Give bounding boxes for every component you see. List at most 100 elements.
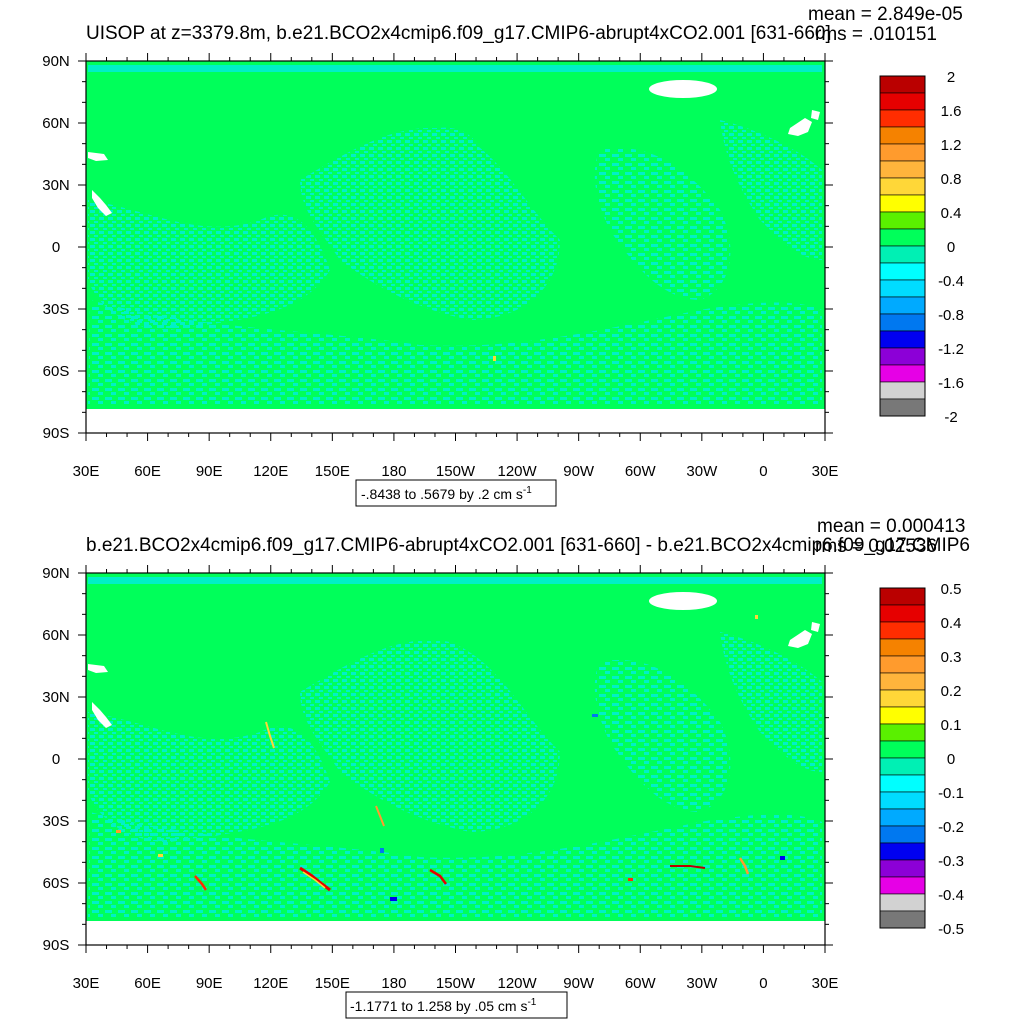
colorbar-label: -0.4: [938, 273, 964, 290]
x-tick-label: 90W: [563, 975, 595, 992]
x-tick-label: 30E: [812, 975, 839, 992]
y-tick-label: 60N: [42, 115, 70, 132]
colorbar-swatch: [879, 109, 926, 128]
colorbar-swatch: [879, 245, 926, 264]
x-tick-label: 90E: [196, 463, 223, 480]
panel-1-map: [86, 61, 825, 433]
panel-2-frame: 30E 60E 90E 120E 150E 180 150W 120W 90W 60W 30W 0 30…: [42, 565, 838, 992]
x-tick-label: 150W: [436, 975, 476, 992]
x-tick-label: 120E: [253, 463, 288, 480]
panel-2-mean: mean = 0.000413: [817, 516, 965, 537]
x-tick-label: 30E: [73, 463, 100, 480]
colorbar-swatch: [879, 723, 926, 742]
x-tick-label: 150E: [315, 975, 350, 992]
y-tick-label: 30S: [43, 301, 70, 318]
colorbar-swatch: [879, 757, 926, 776]
colorbar-label: 0: [947, 751, 955, 768]
y-tick-label: 90N: [42, 53, 70, 70]
colorbar-swatch: [879, 194, 926, 213]
y-tick-label: 90S: [43, 937, 70, 954]
x-tick-label: 150E: [315, 463, 350, 480]
panel-2-antarctic-mask: [86, 921, 825, 945]
x-tick-label: 0: [759, 463, 767, 480]
colorbar-swatch: [879, 604, 926, 623]
panel-1: UISOP at z=3379.8m, b.e21.BCO2x4cmip6.f0…: [42, 4, 964, 507]
x-tick-label: 60W: [625, 463, 657, 480]
panel-2-redsea-mask: [92, 702, 112, 728]
colorbar-label: 1.6: [941, 103, 962, 120]
panel-1-range-label: -.8438 to .5679 by .2 cm s-1: [361, 485, 532, 502]
panel-1-range-box: -.8438 to .5679 by .2 cm s-1: [355, 479, 557, 507]
y-tick-label: 30N: [42, 177, 70, 194]
panel-2-ocean-anomaly: [88, 577, 822, 917]
panel-2-caspian-mask: [649, 592, 717, 610]
colorbar-label: 0.3: [941, 649, 962, 666]
colorbar-border: [879, 587, 926, 929]
panel-2-hudson-mask-1: [788, 630, 812, 648]
colorbar-swatch: [879, 689, 926, 708]
colorbar-swatch: [879, 398, 926, 417]
colorbar-swatch: [879, 638, 926, 657]
panel-1-range-box-border: [355, 479, 557, 507]
colorbar-swatch: [879, 262, 926, 281]
colorbar-swatch: [879, 313, 926, 332]
colorbar-label: -0.5: [938, 921, 964, 938]
x-tick-label: 90W: [563, 463, 595, 480]
colorbar-swatch: [879, 808, 926, 827]
y-tick-label: 0: [52, 751, 60, 768]
colorbar-label: -1.6: [938, 375, 964, 392]
y-tick-label: 30S: [43, 813, 70, 830]
x-tick-label: 180: [381, 463, 406, 480]
colorbar-swatch: [879, 177, 926, 196]
panel-1-hudson-mask-2: [811, 110, 820, 120]
colorbar-swatch: [879, 296, 926, 315]
x-tick-label: 30E: [812, 463, 839, 480]
panel-2-range-box-border: [345, 991, 568, 1019]
panel-2-x-ticks: 30E 60E 90E 120E 150E 180 150W 120W 90W 60W 30W 0 30…: [73, 565, 839, 992]
panel-2-range-box: -1.1771 to 1.258 by .05 cm s-1: [345, 991, 568, 1019]
colorbar-swatch: [879, 910, 926, 929]
y-tick-label: 60S: [43, 363, 70, 380]
colorbar-swatch: [879, 655, 926, 674]
colorbar-label: 0.5: [941, 581, 962, 598]
panel-1-y-ticks: 90N 60N 30N 0 30S 60S 90S: [42, 53, 833, 442]
panel-2-map: [86, 573, 825, 945]
panel-1-range-text: -.8438 to .5679 by .2 cm s: [361, 486, 523, 502]
panel-1-x-ticks: 30E 60E 90E 120E 150E 180 150W 120W 90W 60W 30W 0 30…: [73, 53, 839, 480]
x-tick-label: 150W: [436, 463, 476, 480]
colorbar-swatch: [879, 279, 926, 298]
colorbar-swatch: [879, 876, 926, 895]
x-tick-label: 90E: [196, 975, 223, 992]
x-tick-label: 60W: [625, 975, 657, 992]
colorbar-label: -0.1: [938, 785, 964, 802]
colorbar-swatch: [879, 791, 926, 810]
colorbar-label: -2: [944, 409, 957, 426]
colorbar-swatch: [879, 774, 926, 793]
x-tick-label: 120W: [497, 975, 537, 992]
x-tick-label: 30E: [73, 975, 100, 992]
colorbar-label: -0.8: [938, 307, 964, 324]
colorbar-swatch: [879, 211, 926, 230]
colorbar-swatch: [879, 143, 926, 162]
colorbar-swatch: [879, 381, 926, 400]
colorbar-swatch: [879, 160, 926, 179]
colorbar-label: 0: [947, 239, 955, 256]
panel-1-colorbar: 2 1.6 1.2 0.8 0.4 0 -0.4 -0.8 -1.2 -1.6 -2: [879, 69, 964, 426]
colorbar-label: -0.3: [938, 853, 964, 870]
colorbar-swatch: [879, 859, 926, 878]
colorbar-label: 0.2: [941, 683, 962, 700]
panel-2-baltic-mask: [88, 664, 108, 673]
colorbar-swatch: [879, 75, 926, 94]
colorbar-label: -0.4: [938, 887, 964, 904]
colorbar-swatch: [879, 330, 926, 349]
colorbar-label: 0.4: [941, 615, 962, 632]
panel-2-title: b.e21.BCO2x4cmip6.f09_g17.CMIP6-abrupt4x…: [86, 535, 970, 556]
x-tick-label: 30W: [686, 463, 718, 480]
colorbar-swatch: [879, 706, 926, 725]
y-tick-label: 0: [52, 239, 60, 256]
colorbar-swatch: [879, 347, 926, 366]
y-tick-label: 30N: [42, 689, 70, 706]
colorbar-label: 0.4: [941, 205, 962, 222]
colorbar-swatch: [879, 228, 926, 247]
